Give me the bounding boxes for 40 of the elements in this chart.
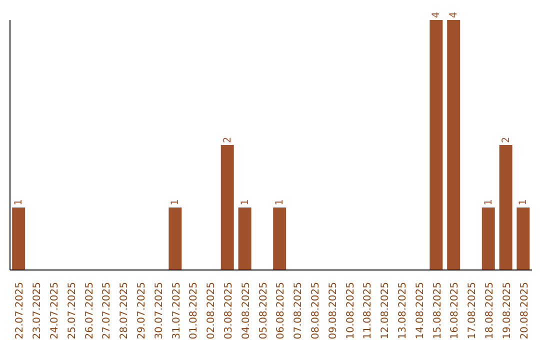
data-label: 1 [518, 199, 530, 206]
x-tick-label: 03.08.2025 [224, 282, 234, 340]
x-tick-label: 08.08.2025 [310, 282, 322, 340]
data-label: 4 [448, 12, 460, 18]
x-tick-label: 18.08.2025 [484, 282, 496, 340]
data-label: 1 [14, 199, 25, 206]
x-tick-label: 19.08.2025 [502, 282, 513, 340]
x-tick-label: 25.07.2025 [66, 282, 78, 340]
x-tick-label: 26.07.2025 [84, 282, 96, 340]
x-tick-label: 15.08.2025 [432, 282, 444, 340]
x-tick-label: 31.07.2025 [171, 282, 182, 340]
x-tick-label: 02.08.2025 [206, 282, 218, 340]
x-tick-label: 27.07.2025 [102, 282, 113, 340]
x-tick-label: 05.08.2025 [258, 282, 270, 340]
x-tick-label: 09.08.2025 [328, 282, 339, 340]
x-tick-label: 10.08.2025 [345, 282, 356, 340]
x-tick-label: 16.08.2025 [450, 282, 461, 340]
x-tick-label: 14.08.2025 [414, 282, 426, 340]
x-tick-label: 11.08.2025 [362, 282, 374, 340]
x-tick-label: 23.07.2025 [32, 282, 44, 340]
x-tick-label: 04.08.2025 [240, 282, 252, 340]
x-tick-label: 01.08.2025 [188, 282, 200, 340]
x-tick-label: 07.08.2025 [293, 282, 304, 340]
x-tick-label: 29.07.2025 [136, 282, 148, 340]
data-label: 2 [500, 136, 512, 143]
x-tick-label: 13.08.2025 [398, 282, 408, 340]
x-tick-label: 20.08.2025 [519, 282, 530, 340]
data-label: 1 [170, 199, 182, 206]
data-label: 1 [240, 199, 251, 206]
data-label: 1 [483, 199, 494, 206]
data-label: 2 [222, 136, 234, 143]
x-tick-label: 06.08.2025 [276, 282, 287, 340]
data-label: 4 [431, 12, 442, 18]
x-tick-label: 22.07.2025 [14, 282, 26, 340]
x-tick-label: 30.07.2025 [154, 282, 165, 340]
x-tick-label: 28.07.2025 [119, 282, 130, 340]
x-tick-label: 24.07.2025 [50, 282, 60, 340]
x-tick-label: 17.08.2025 [467, 282, 478, 340]
x-tick-label: 12.08.2025 [380, 282, 392, 340]
data-label: 1 [274, 199, 286, 206]
